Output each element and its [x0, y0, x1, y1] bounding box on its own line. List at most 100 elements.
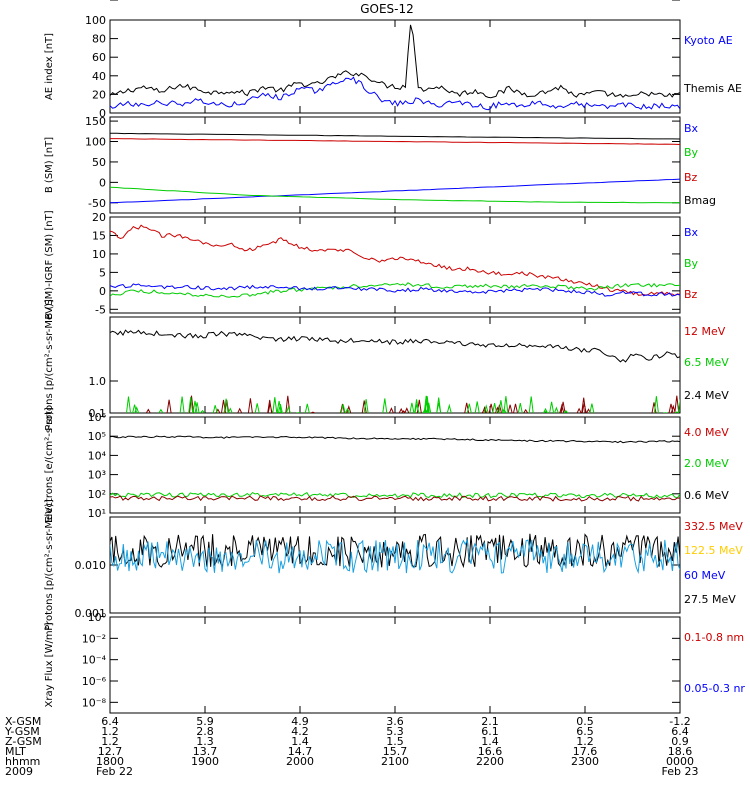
panel-frame [109, 216, 681, 314]
legend: Kyoto AE Themis AE [683, 34, 742, 95]
legend: 332.5 MeV 122.5 MeV 60 MeV 27.5 MeV [684, 520, 743, 606]
legend-item: 12 MeV [684, 325, 726, 338]
footer-value: 2300 [571, 755, 599, 768]
footer-value: 6.4 [101, 715, 119, 728]
footer-value: 12.7 [98, 745, 123, 758]
y-ticks: 10¹ 10² 10³ 10⁴ 10⁵ 10⁶ [88, 411, 680, 520]
y-tick-label: 100 [85, 136, 106, 149]
footer-value: 1.2 [101, 735, 119, 748]
y-tick-label: 0 [99, 285, 106, 298]
series-group [110, 132, 680, 204]
y-tick-label: 10³ [88, 469, 106, 482]
footer-value: 1800 [96, 755, 124, 768]
legend-item: 0.6 MeV [684, 489, 729, 502]
y-ticks: 10⁻⁸ 10⁻⁶ 10⁻⁴ 10⁻² 10⁰ [82, 611, 680, 709]
footer-value: 6.5 [576, 725, 594, 738]
footer-value: 2.8 [196, 725, 214, 738]
y-axis-label: Xray Flux [W/m²] [44, 622, 55, 707]
panel-frame [109, 516, 681, 614]
footer-value: 2000 [286, 755, 314, 768]
y-tick-label: -50 [88, 197, 106, 210]
y-axis-label: Protons [p/(cm²-s-sr-MeV)] [44, 299, 55, 431]
footer-row-label: MLT [5, 745, 26, 758]
y-axis-label: AE index [nT] [44, 33, 55, 100]
y-ticks: -5 0 5 10 15 20 [92, 211, 680, 316]
series-27.5-mev [110, 533, 680, 569]
footer-value: 0.9 [671, 735, 689, 748]
y-tick-label: 10¹ [88, 507, 106, 520]
footer-value: 0000 [666, 755, 694, 768]
footer-value: 15.7 [383, 745, 408, 758]
footer-value: 6.1 [481, 725, 499, 738]
footer-value: 6.4 [671, 725, 689, 738]
y-tick-label: 10⁻⁶ [82, 675, 107, 688]
series-group [110, 24, 680, 111]
panel-frame [109, 416, 681, 514]
legend-item: By [684, 257, 699, 270]
y-tick-label: 10⁶ [88, 411, 107, 424]
legend: Bx By Bz [684, 226, 699, 301]
legend-item: Bz [684, 171, 698, 184]
footer-value: 1.2 [101, 725, 119, 738]
y-tick-label: 5 [99, 266, 106, 279]
legend: Bx By Bz Bmag [684, 122, 716, 207]
footer-row-label: Z-GSM [5, 735, 42, 748]
series-bx [110, 283, 680, 297]
y-tick-label: 0.001 [75, 607, 107, 620]
footer-row-label: hhmm [5, 755, 40, 768]
legend: 12 MeV 6.5 MeV 2.4 MeV [684, 325, 729, 402]
legend: 4.0 MeV 2.0 MeV 0.6 MeV [684, 426, 729, 502]
y-ticks: 0.1 1.0 10.0 [82, 0, 680, 420]
y-ticks: 0 20 40 60 80 100 [85, 14, 680, 120]
panel-frame [109, 116, 681, 214]
footer-row-label: Y-GSM [4, 725, 40, 738]
footer-value: 13.7 [193, 745, 218, 758]
y-axis-label: Protons [p/(cm²-s-sr-MeV)] [44, 499, 55, 631]
footer-value: -1.2 [669, 715, 690, 728]
y-tick-label: 15 [92, 229, 106, 242]
footer-row-label: 2009 [5, 765, 33, 778]
series-0.6-mev [110, 435, 680, 444]
footer-row-label: X-GSM [5, 715, 41, 728]
series-kyoto-ae [110, 76, 680, 111]
y-tick-label: 10⁵ [88, 430, 106, 443]
footer-value: 5.3 [386, 725, 404, 738]
footer-value: 1.2 [576, 735, 594, 748]
series-group [110, 435, 680, 502]
legend-item: 122.5 MeV [684, 544, 743, 557]
footer-value: 14.7 [288, 745, 313, 758]
footer-value: 18.6 [668, 745, 693, 758]
series-2.0-mev [110, 491, 680, 499]
y-tick-label: 60 [92, 51, 106, 64]
footer-value: Feb 23 [662, 765, 699, 778]
series-bz [110, 224, 680, 297]
legend-item: 2.0 MeV [684, 457, 729, 470]
y-tick-label: 20 [92, 88, 106, 101]
legend-item: Bx [684, 226, 699, 239]
legend-item: 2.4 MeV [684, 389, 729, 402]
legend-item: 0.05-0.3 nr [684, 682, 745, 695]
panel-5: 10¹ 10² 10³ 10⁴ 10⁵ 10⁶ Electrons [e/(cm²-s-sr… [44, 407, 729, 523]
footer-value: 5.9 [196, 715, 214, 728]
y-axis-label: B (SM) [nT] [44, 137, 55, 193]
series-by [110, 186, 680, 204]
footer-value: 1900 [191, 755, 219, 768]
y-tick-label: 0 [99, 176, 106, 189]
footer-value: 1.4 [481, 735, 499, 748]
y-tick-label: 40 [92, 70, 106, 83]
sparse-trace [145, 395, 680, 413]
y-tick-label: 10 [92, 248, 106, 261]
y-tick-label: 100 [85, 14, 106, 27]
legend-item: Bz [684, 288, 698, 301]
footer-value: 4.2 [291, 725, 309, 738]
figure-title: GOES-12 [360, 2, 414, 16]
footer-value: Feb 22 [96, 765, 133, 778]
y-tick-label: 20 [92, 211, 106, 224]
legend-item: 4.0 MeV [684, 426, 729, 439]
series-bz [110, 138, 680, 145]
panel-4: 0.1 1.0 10.0 Protons [p/(cm²-s-sr-MeV)] 12 M… [44, 0, 729, 431]
y-tick-label: 50 [92, 156, 106, 169]
y-axis-label: B (SM)-IGRF (SM) [nT] [44, 210, 55, 319]
